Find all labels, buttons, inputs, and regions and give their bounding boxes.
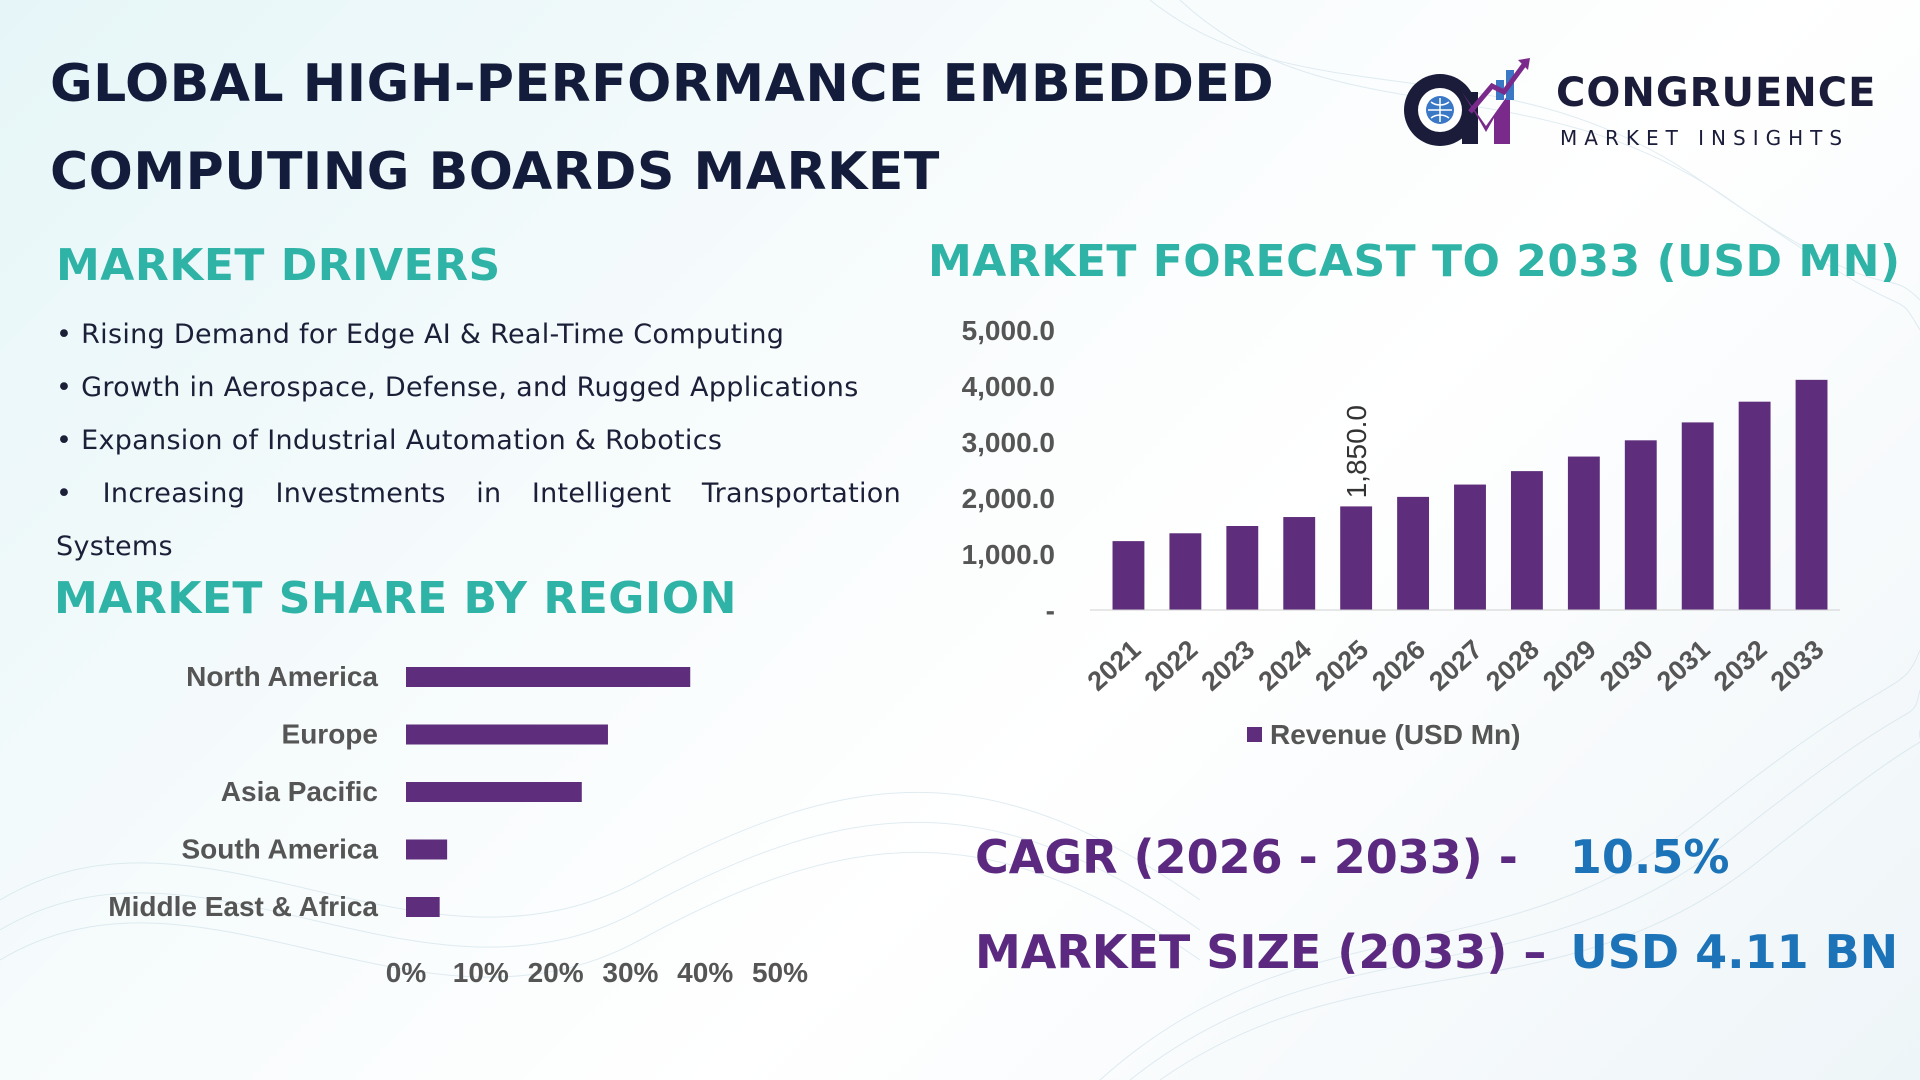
- page-title: GLOBAL HIGH-PERFORMANCE EMBEDDED COMPUTI…: [50, 40, 1275, 216]
- region-x-tick-label: 0%: [386, 957, 427, 988]
- driver-item: Systems: [56, 531, 173, 562]
- forecast-x-tick-label: 2027: [1423, 634, 1488, 696]
- region-x-tick-label: 20%: [528, 957, 584, 988]
- forecast-bar: [1624, 440, 1657, 610]
- logo-name: CONGRUENCE: [1556, 70, 1877, 116]
- forecast-bar: [1112, 541, 1145, 610]
- drivers-heading: MARKET DRIVERS: [56, 240, 501, 291]
- cagr-label: CAGR (2026 - 2033) -: [975, 830, 1518, 884]
- driver-item: • Growth in Aerospace, Defense, and Rugg…: [56, 372, 859, 403]
- forecast-bar: [1340, 506, 1373, 610]
- title-line-1: GLOBAL HIGH-PERFORMANCE EMBEDDED: [50, 54, 1275, 114]
- region-category-label: South America: [181, 834, 378, 865]
- market-size-row: MARKET SIZE (2033) – USD 4.11 BN: [975, 925, 1898, 979]
- forecast-x-tick-label: 2030: [1594, 634, 1659, 696]
- forecast-bar: [1397, 496, 1430, 610]
- region-share-chart: North America Europe Asia Pacific South Ame…: [108, 661, 808, 988]
- market-size-label: MARKET SIZE (2033) –: [975, 925, 1547, 979]
- forecast-bar: [1738, 401, 1771, 610]
- forecast-bar: [1795, 379, 1828, 610]
- logo-monogram-icon: [1404, 58, 1530, 146]
- title-line-2: COMPUTING BOARDS MARKET: [50, 142, 940, 202]
- forecast-x-tick-label: 2026: [1366, 634, 1431, 696]
- forecast-x-tick-label: 2024: [1253, 634, 1318, 696]
- forecast-bar: [1681, 422, 1714, 610]
- region-category-label: Middle East & Africa: [108, 891, 378, 922]
- forecast-bar: [1454, 484, 1486, 610]
- region-category-label: North America: [186, 661, 378, 692]
- forecast-bar: [1283, 517, 1316, 610]
- region-x-tick-label: 10%: [453, 957, 509, 988]
- forecast-y-tick-label: 1,000.0: [962, 539, 1055, 570]
- forecast-heading: MARKET FORECAST TO 2033 (USD MN): [928, 236, 1901, 287]
- legend-label: Revenue (USD Mn): [1270, 719, 1520, 750]
- company-logo: CONGRUENCE MARKET INSIGHTS: [1400, 52, 1880, 162]
- forecast-bar: [1169, 533, 1202, 610]
- region-heading: MARKET SHARE BY REGION: [54, 573, 737, 624]
- forecast-bar: [1510, 471, 1543, 610]
- forecast-y-tick-label: -: [1046, 595, 1055, 626]
- cagr-value: 10.5%: [1569, 830, 1730, 884]
- region-bar: [406, 724, 608, 745]
- forecast-x-tick-label: 2022: [1139, 634, 1204, 696]
- region-bar: [406, 782, 582, 802]
- market-size-value: USD 4.11 BN: [1570, 925, 1899, 979]
- driver-item: • Rising Demand for Edge AI & Real-Time …: [56, 319, 785, 350]
- forecast-x-tick-label: 2032: [1708, 634, 1773, 696]
- forecast-x-tick-label: 2025: [1309, 634, 1374, 696]
- region-category-label: Europe: [282, 719, 378, 750]
- region-bar: [406, 667, 691, 687]
- forecast-bar: [1567, 456, 1600, 610]
- driver-item: • Increasing Investments in Intelligent …: [56, 478, 901, 509]
- legend-swatch: [1247, 727, 1262, 742]
- region-x-tick-label: 30%: [602, 957, 658, 988]
- forecast-y-tick-label: 3,000.0: [962, 427, 1055, 458]
- drivers-list: • Rising Demand for Edge AI & Real-Time …: [56, 308, 901, 573]
- cagr-row: CAGR (2026 - 2033) - 10.5%: [975, 830, 1730, 884]
- forecast-data-label: 1,850.0: [1341, 405, 1372, 498]
- forecast-x-tick-label: 2023: [1196, 634, 1261, 696]
- forecast-bar: [1226, 526, 1259, 610]
- forecast-x-tick-label: 2028: [1480, 634, 1545, 696]
- driver-item: • Expansion of Industrial Automation & R…: [56, 425, 723, 456]
- forecast-chart: - 1,000.0 2,000.0 3,000.0 4,000.0 5,000.0 2021…: [962, 315, 1840, 750]
- region-bar: [406, 839, 448, 860]
- logo-tagline: MARKET INSIGHTS: [1560, 126, 1850, 150]
- region-category-label: Asia Pacific: [221, 776, 378, 807]
- region-bar: [406, 897, 440, 917]
- region-x-tick-label: 50%: [752, 957, 808, 988]
- forecast-y-tick-label: 5,000.0: [962, 315, 1055, 346]
- region-x-tick-label: 40%: [677, 957, 733, 988]
- forecast-y-tick-label: 4,000.0: [962, 371, 1055, 402]
- forecast-x-tick-label: 2033: [1765, 634, 1830, 696]
- forecast-y-tick-label: 2,000.0: [962, 483, 1055, 514]
- forecast-x-tick-label: 2029: [1537, 634, 1602, 696]
- forecast-x-tick-label: 2021: [1082, 634, 1147, 696]
- forecast-x-tick-label: 2031: [1651, 634, 1716, 696]
